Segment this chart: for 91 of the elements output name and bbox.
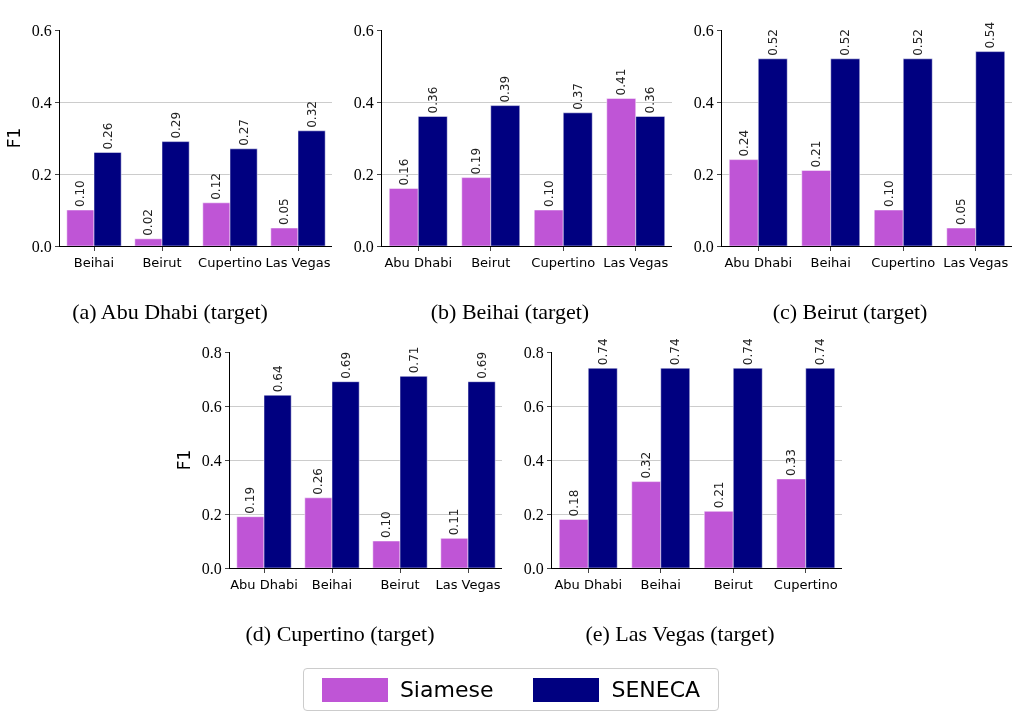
- data-label: 0.52: [838, 29, 853, 56]
- data-label: 0.71: [406, 346, 421, 374]
- x-tick-label: Abu Dhabi: [384, 254, 453, 270]
- y-tick-label: 0.2: [523, 505, 544, 523]
- x-tick-label: Beihai: [73, 254, 115, 270]
- text: (d) Cupertino (target): [245, 621, 435, 647]
- y-tick-label: 0.2: [201, 505, 222, 523]
- data-label: 0.74: [595, 338, 610, 366]
- data-label: 0.64: [270, 365, 285, 393]
- text: (a) Abu Dhabi (target): [72, 299, 268, 325]
- y-tick-label: 0.4: [693, 93, 714, 111]
- x-tick-label: Beirut: [142, 254, 182, 270]
- y-tick-label: 0.6: [353, 21, 374, 39]
- data-label: 0.05: [277, 198, 292, 225]
- data-label: 0.11: [447, 508, 462, 536]
- x-tick-label: Beihai: [311, 576, 353, 592]
- data-label: 0.33: [784, 449, 799, 476]
- data-label: 0.54: [983, 21, 998, 49]
- data-label: 0.19: [243, 486, 258, 514]
- data-label: 0.26: [311, 468, 326, 495]
- x-tick-label: Cupertino: [773, 576, 838, 592]
- data-label: 0.26: [100, 122, 115, 150]
- data-label: 0.32: [304, 101, 319, 128]
- text: (e) Las Vegas (target): [585, 621, 775, 647]
- data-label: 0.74: [668, 338, 683, 366]
- x-tick-label: Las Vegas: [603, 254, 669, 270]
- x-tick-label: Beirut: [713, 576, 753, 592]
- y-tick-label: 0.8: [201, 343, 222, 361]
- text: (c) Beirut (target): [772, 299, 928, 325]
- data-label: 0.18: [566, 489, 581, 517]
- x-tick-label: Abu Dhabi: [230, 576, 298, 592]
- legend-label: SENECA: [611, 677, 701, 702]
- data-label: 0.12: [209, 173, 224, 200]
- data-label: 0.69: [474, 351, 489, 379]
- x-tick-label: Cupertino: [198, 254, 262, 270]
- data-label: 0.39: [498, 75, 513, 103]
- y-tick-label: 0.0: [693, 237, 714, 255]
- y-axis-title: F1: [4, 127, 25, 149]
- y-tick-label: 0.6: [693, 21, 714, 39]
- y-tick-label: 0.2: [693, 165, 714, 183]
- data-label: 0.74: [813, 338, 828, 366]
- data-label: 0.21: [711, 481, 726, 509]
- data-label: 0.02: [141, 209, 156, 236]
- data-label: 0.24: [736, 129, 751, 157]
- text: (b) Beihai (target): [430, 299, 590, 325]
- data-label: 0.16: [396, 158, 411, 186]
- x-tick-label: Beirut: [471, 254, 511, 270]
- data-label: 0.32: [639, 451, 654, 479]
- y-tick-label: 0.4: [523, 451, 544, 469]
- data-label: 0.52: [765, 29, 780, 56]
- x-tick-label: Cupertino: [531, 254, 596, 270]
- x-tick-label: Las Vegas: [943, 254, 1009, 270]
- y-tick-label: 0.6: [31, 21, 52, 39]
- y-tick-label: 0.2: [353, 165, 374, 183]
- legend-label: Siamese: [399, 677, 494, 702]
- data-label: 0.36: [643, 86, 658, 114]
- data-label: 0.74: [740, 338, 755, 366]
- data-label: 0.69: [338, 351, 353, 379]
- data-label: 0.10: [73, 180, 88, 207]
- data-label: 0.10: [379, 511, 394, 538]
- y-tick-label: 0.0: [523, 559, 544, 577]
- x-tick-label: Cupertino: [871, 254, 936, 270]
- data-label: 0.19: [469, 147, 484, 175]
- y-tick-label: 0.0: [31, 237, 52, 255]
- x-tick-label: Las Vegas: [265, 254, 331, 270]
- y-tick-label: 0.0: [201, 559, 222, 577]
- y-tick-label: 0.6: [201, 397, 222, 415]
- x-tick-label: Abu Dhabi: [724, 254, 793, 270]
- data-label: 0.36: [425, 86, 440, 114]
- x-tick-label: Beirut: [380, 576, 420, 592]
- data-label: 0.10: [541, 180, 556, 207]
- y-tick-label: 0.0: [353, 237, 374, 255]
- data-label: 0.52: [910, 29, 925, 56]
- y-tick-label: 0.4: [31, 93, 52, 111]
- data-label: 0.41: [614, 68, 629, 96]
- data-label: 0.37: [570, 83, 585, 110]
- data-label: 0.05: [954, 198, 969, 225]
- x-tick-label: Abu Dhabi: [554, 576, 623, 592]
- data-label: 0.21: [809, 140, 824, 168]
- y-tick-label: 0.8: [523, 343, 544, 361]
- data-label: 0.10: [881, 180, 896, 207]
- y-tick-label: 0.6: [523, 397, 544, 415]
- data-label: 0.27: [236, 119, 251, 146]
- x-tick-label: Las Vegas: [435, 576, 501, 592]
- y-tick-label: 0.2: [31, 165, 52, 183]
- y-axis-title: F1: [174, 449, 195, 471]
- x-tick-label: Beihai: [810, 254, 851, 270]
- y-tick-label: 0.4: [353, 93, 374, 111]
- y-tick-label: 0.4: [201, 451, 222, 469]
- data-label: 0.29: [168, 111, 183, 139]
- x-tick-label: Beihai: [640, 576, 681, 592]
